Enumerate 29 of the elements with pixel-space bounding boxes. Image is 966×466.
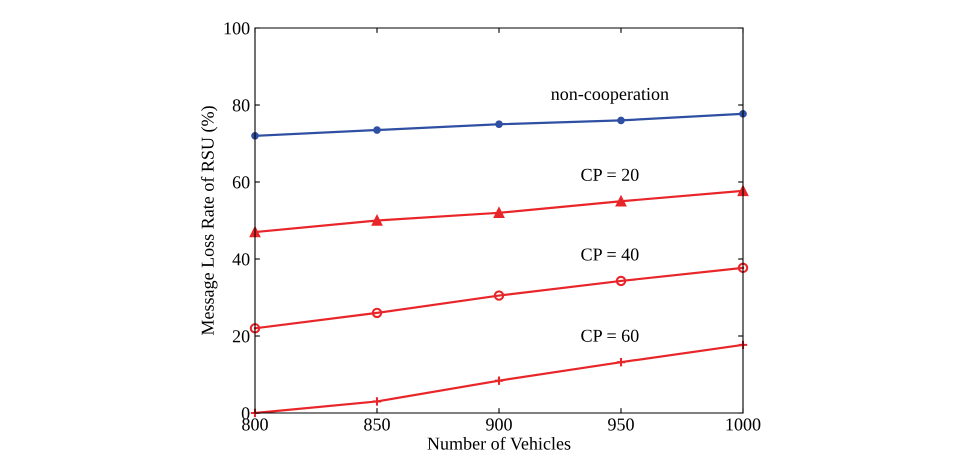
y-tick-label: 0 bbox=[242, 407, 250, 420]
y-tick-label: 20 bbox=[232, 330, 250, 342]
x-tick-label: 1000 bbox=[726, 418, 760, 431]
y-tick-label: 40 bbox=[232, 253, 250, 266]
point bbox=[738, 262, 748, 274]
point bbox=[617, 116, 625, 124]
point bbox=[494, 290, 504, 301]
x-tick-label: 850 bbox=[364, 418, 390, 431]
series-label: CP = 60 bbox=[581, 330, 639, 342]
point bbox=[494, 208, 504, 218]
x-tick-label: 950 bbox=[608, 418, 634, 431]
y-tick-label: 80 bbox=[232, 99, 250, 112]
point bbox=[373, 126, 381, 134]
y-axis-title: Message Loss Rate of RSU (%) bbox=[200, 106, 218, 336]
y-tick-label: 100 bbox=[224, 22, 250, 34]
series-label: non-cooperation bbox=[551, 88, 669, 104]
point bbox=[250, 226, 260, 238]
point bbox=[495, 120, 503, 128]
series-label: CP = 20 bbox=[581, 168, 639, 181]
point bbox=[372, 308, 382, 318]
y-tick-label: 60 bbox=[232, 176, 250, 188]
x-axis-title: Number of Vehicles bbox=[427, 436, 570, 450]
point bbox=[616, 276, 626, 286]
point bbox=[250, 323, 260, 334]
point bbox=[372, 215, 382, 226]
point bbox=[616, 196, 626, 206]
x-tick-label: 800 bbox=[242, 418, 268, 431]
x-tick-label: 900 bbox=[486, 418, 512, 431]
series-label: CP = 40 bbox=[581, 248, 639, 261]
